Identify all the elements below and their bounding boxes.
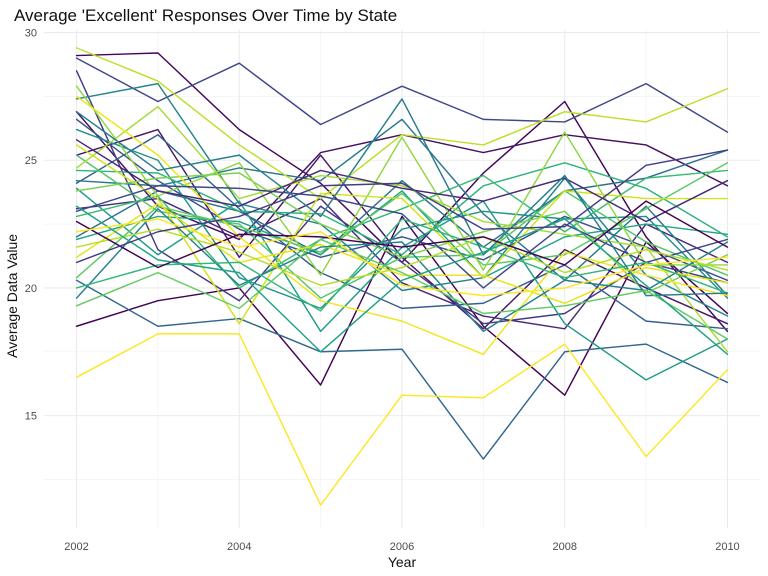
series-line-14 (75, 128, 729, 310)
series-line-22 (75, 85, 729, 276)
series-line-11 (75, 149, 729, 256)
series-line-1 (75, 215, 729, 396)
series-line-33 (75, 139, 729, 223)
series-line-16 (75, 190, 729, 279)
series-line-20 (75, 162, 729, 279)
series-line-29 (75, 185, 729, 289)
series-lines (75, 47, 729, 506)
x-tick-label: 2002 (64, 541, 88, 553)
y-axis-title: Average Data Value (4, 234, 20, 358)
series-line-5 (75, 197, 729, 330)
series-line-38 (75, 218, 729, 297)
y-tick-label: 30 (25, 28, 37, 40)
series-line-23 (75, 105, 729, 353)
series-line-34 (75, 98, 729, 297)
series-line-37 (75, 205, 729, 356)
series-line-25 (75, 144, 729, 325)
series-line-26 (75, 202, 729, 304)
series-line-7 (75, 57, 729, 133)
y-axis-tick-labels: 15 20 25 30 (25, 28, 37, 423)
series-line-12 (75, 118, 729, 297)
y-tick-label: 25 (25, 155, 37, 167)
series-line-10 (75, 279, 729, 460)
series-line-30 (75, 208, 729, 333)
y-tick-label: 15 (25, 411, 37, 423)
chart-title: Average 'Excellent' Responses Over Time … (14, 6, 397, 25)
series-line-28 (75, 333, 729, 506)
gridlines (44, 30, 760, 528)
series-line-39 (75, 149, 729, 264)
x-tick-label: 2006 (390, 541, 414, 553)
series-line-21 (75, 172, 729, 294)
x-tick-label: 2004 (227, 541, 251, 553)
x-tick-label: 2008 (552, 541, 576, 553)
series-line-17 (75, 162, 729, 256)
x-tick-label: 2010 (715, 541, 739, 553)
series-line-8 (75, 118, 729, 282)
series-line-32 (75, 228, 729, 287)
x-axis-tick-labels: 2002 2004 2006 2008 2010 (64, 541, 739, 553)
series-line-36 (75, 238, 729, 340)
x-axis-title: Year (388, 554, 417, 570)
series-line-35 (75, 200, 729, 269)
series-line-24 (75, 47, 729, 200)
series-line-9 (75, 133, 729, 330)
y-tick-label: 20 (25, 283, 37, 295)
